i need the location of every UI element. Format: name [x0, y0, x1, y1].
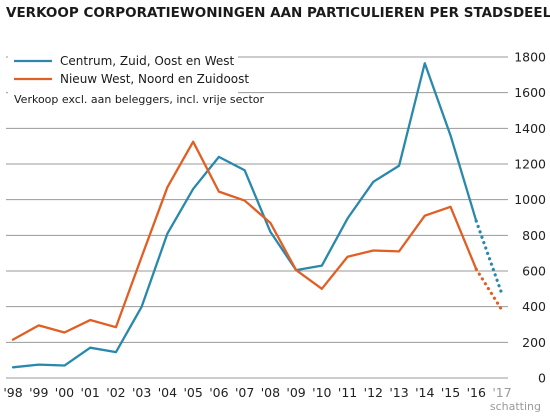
x-tick-label: '15 [441, 385, 460, 400]
x-tick-label: '12 [364, 385, 383, 400]
x-tick-label: '17 [492, 385, 511, 400]
x-tick-label: '07 [235, 385, 254, 400]
y-axis: 0 200 400 600 800 1000 1200 1400 1600 1800 [514, 50, 546, 386]
x-axis: '98 '99 '00 '01 '02 '03 '04 '05 '06 '07 '08 '09 '10 '… [3, 385, 511, 400]
legend-label: Nieuw West, Noord en Zuidoost [60, 72, 249, 86]
x-tick-label: '14 [415, 385, 434, 400]
x-tick-label: '03 [132, 385, 151, 400]
y-tick-label: 1400 [514, 121, 546, 136]
source-note: schatting [490, 400, 541, 413]
x-tick-label: '11 [338, 385, 357, 400]
x-tick-label: '16 [467, 385, 486, 400]
y-tick-label: 200 [522, 335, 546, 350]
x-tick-label: '04 [158, 385, 177, 400]
x-tick-label: '00 [55, 385, 74, 400]
y-tick-label: 600 [522, 264, 546, 279]
x-tick-label: '10 [312, 385, 331, 400]
series-estimate-1 [474, 219, 504, 296]
series-line-2 [11, 140, 478, 341]
chart-title: VERKOOP CORPORATIEWONINGEN AAN PARTICULI… [6, 5, 550, 21]
x-tick-label: '06 [209, 385, 228, 400]
x-tick-label: '02 [106, 385, 125, 400]
x-tick-label: '99 [29, 385, 48, 400]
chart-subtitle: Verkoop excl. aan beleggers, incl. vrije… [14, 93, 264, 106]
y-tick-label: 1800 [514, 50, 546, 65]
y-tick-label: 400 [522, 299, 546, 314]
x-tick-label: '09 [286, 385, 305, 400]
y-tick-label: 1000 [514, 192, 546, 207]
x-tick-label: '98 [3, 385, 22, 400]
x-tick-label: '05 [183, 385, 202, 400]
series-estimate-2 [474, 267, 504, 312]
x-tick-label: '01 [81, 385, 100, 400]
series-lines [11, 62, 504, 369]
legend-label: Centrum, Zuid, Oost en West [60, 54, 234, 68]
x-tick-label: '08 [261, 385, 280, 400]
y-tick-label: 1200 [514, 157, 546, 172]
y-tick-label: 800 [522, 228, 546, 243]
y-tick-label: 0 [538, 371, 546, 386]
y-tick-label: 1600 [514, 85, 546, 100]
legend: Centrum, Zuid, Oost en West Nieuw West, N… [8, 46, 249, 114]
x-tick-label: '13 [389, 385, 408, 400]
series-line-1 [11, 62, 478, 369]
